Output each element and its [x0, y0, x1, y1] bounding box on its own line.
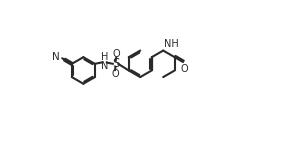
Text: O: O: [113, 49, 120, 59]
Text: O: O: [111, 69, 119, 79]
Text: NH: NH: [164, 39, 179, 49]
Text: S: S: [112, 57, 119, 70]
Text: O: O: [180, 64, 188, 74]
Text: N: N: [52, 52, 59, 62]
Text: H
N: H N: [101, 52, 108, 71]
